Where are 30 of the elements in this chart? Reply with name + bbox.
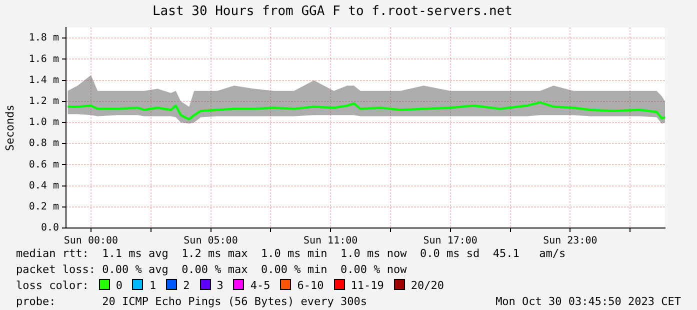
text: 2 bbox=[183, 279, 190, 292]
y-tick-label: 0.2 m bbox=[28, 202, 59, 212]
y-tick-label: 0.0 bbox=[40, 222, 59, 234]
text: Mon Oct 30 03:45:50 2023 CET bbox=[496, 294, 681, 310]
text: 4-5 bbox=[250, 279, 270, 292]
y-axis-title: Seconds bbox=[3, 104, 16, 151]
text: 0 bbox=[116, 279, 122, 292]
x-tick-label: Sun 00:00 bbox=[64, 236, 118, 247]
text: probe: 20 ICMP Echo Pings (56 Bytes) every 300s bbox=[16, 295, 367, 308]
y-tick-label: 0.8 m bbox=[28, 138, 59, 150]
text: 6-10 bbox=[297, 279, 324, 292]
y-tick-label: 1.6 m bbox=[28, 54, 59, 65]
chart-title: Last 30 Hours from GGA F to f.root-servers.net bbox=[152, 4, 513, 20]
text: 11-19 bbox=[350, 279, 384, 292]
text: packet loss: 0.00 % avg 0.00 % max 0.00 % min 0.00 % now bbox=[16, 262, 408, 278]
y-tick-label: 0.6 m bbox=[28, 159, 59, 170]
y-tick-label: 1.0 m bbox=[28, 117, 59, 128]
text: 1 bbox=[149, 279, 156, 292]
x-tick-label: Sun 11:00 bbox=[303, 236, 358, 247]
x-tick-label: Sun 17:00 bbox=[423, 236, 478, 247]
y-tick-label: 0.4 m bbox=[28, 180, 59, 192]
text: 3 bbox=[216, 279, 224, 292]
x-tick-label: Sun 23:00 bbox=[543, 236, 598, 247]
y-tick-label: 1.8 m bbox=[28, 32, 59, 44]
text: median rtt: 1.1 ms avg 1.2 ms max 1.0 ms min 1.0 ms now 0.0 ms sd 45.1 am/s bbox=[16, 246, 567, 262]
y-tick-label: 1.2 m bbox=[28, 96, 59, 108]
text: 20/20 bbox=[410, 279, 444, 292]
y-tick-label: 1.4 m bbox=[28, 74, 59, 86]
text: loss color: bbox=[16, 279, 89, 292]
x-tick-label: Sun 05:00 bbox=[184, 236, 238, 247]
